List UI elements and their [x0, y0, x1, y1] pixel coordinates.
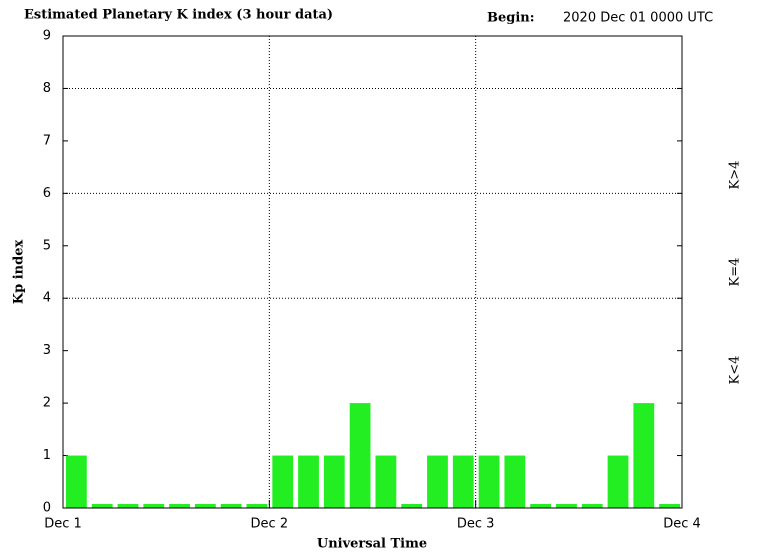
bar	[556, 504, 577, 508]
bar	[633, 403, 655, 508]
legend-label: K>4	[728, 161, 743, 190]
bar	[323, 455, 345, 508]
bar	[452, 455, 474, 508]
y-axis-label: Kp index	[12, 240, 27, 305]
x-tick-label: Dec 1	[44, 517, 82, 532]
bar	[91, 504, 113, 508]
x-tick-label: Dec 3	[457, 517, 495, 532]
bar	[530, 504, 552, 508]
bar	[375, 455, 397, 508]
x-tick-label: Dec 2	[251, 517, 289, 532]
y-tick-label: 3	[43, 343, 51, 358]
bar	[169, 504, 190, 508]
bar	[66, 455, 87, 508]
chart-title: Estimated Planetary K index (3 hour data…	[24, 8, 333, 23]
bar	[504, 455, 526, 508]
x-tick-label: Dec 4	[663, 517, 701, 532]
bar	[220, 504, 242, 508]
begin-value: 2020 Dec 01 0000 UTC	[563, 11, 713, 26]
y-tick-label: 0	[43, 501, 51, 516]
bar	[401, 504, 423, 508]
begin-label: Begin:	[487, 11, 535, 26]
bar	[478, 455, 500, 508]
y-tick-label: 7	[43, 133, 51, 148]
bar	[143, 504, 165, 508]
y-tick-label: 4	[43, 291, 51, 306]
plot-frame	[62, 35, 683, 509]
bar	[272, 455, 294, 508]
bar	[581, 504, 603, 508]
bar	[246, 504, 268, 508]
y-tick-label: 2	[43, 396, 51, 411]
y-tick-label: 5	[43, 238, 51, 253]
y-tick-label: 9	[43, 29, 51, 44]
y-tick-label: 1	[43, 448, 51, 463]
y-tick-label: 8	[43, 81, 51, 96]
legend-label: K<4	[728, 356, 743, 385]
bar	[349, 403, 371, 508]
bar	[427, 455, 448, 508]
bar	[607, 455, 629, 508]
bar	[117, 504, 139, 508]
bar	[194, 504, 216, 508]
y-tick-label: 6	[43, 186, 51, 201]
legend-label: K=4	[728, 258, 743, 287]
bar	[659, 504, 680, 508]
bar	[298, 455, 319, 508]
x-axis-label: Universal Time	[317, 537, 427, 552]
